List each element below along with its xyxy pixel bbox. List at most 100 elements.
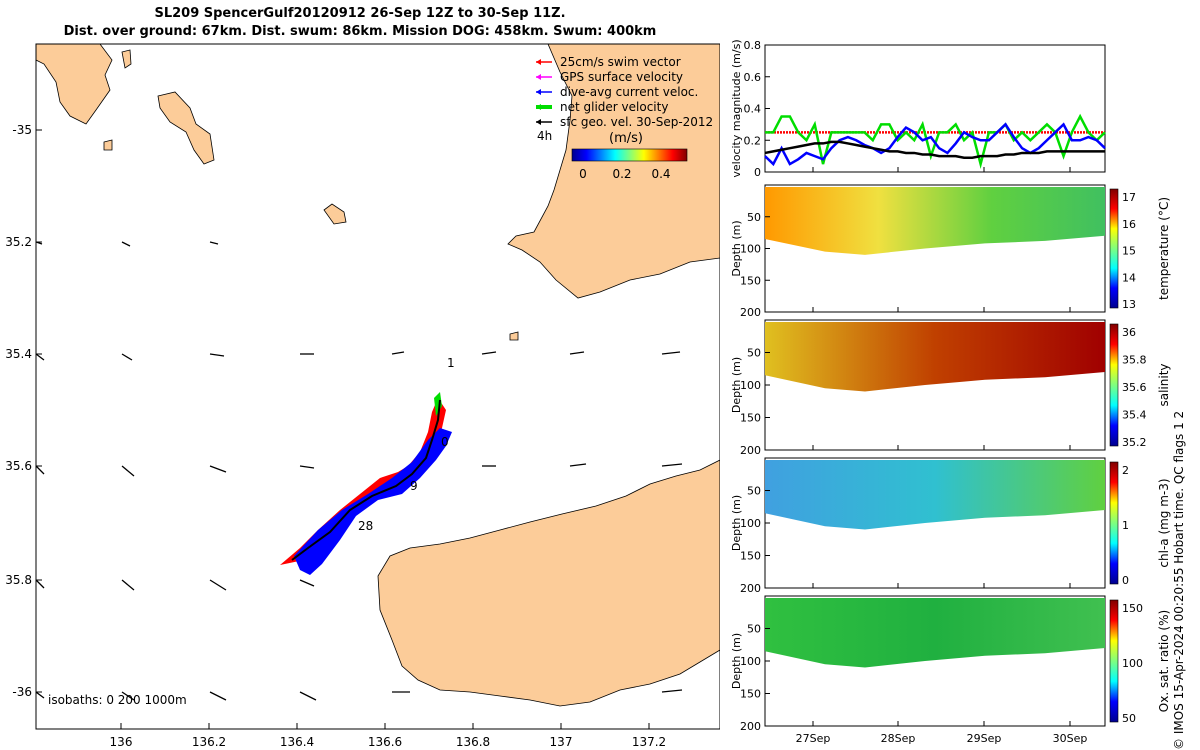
colorbar-tick: 16 xyxy=(1122,218,1136,231)
time-x-tick: 27Sep xyxy=(796,732,831,745)
profile-heatmap xyxy=(765,187,1105,255)
map-x-ticks: 136 136.2 136.4 136.6 136.8 137 137.2 xyxy=(110,723,666,749)
colorbar-tick: 0.4 xyxy=(651,167,670,181)
legend-arrow-icon xyxy=(536,104,541,110)
profile-panel: 50 100 150 200 Depth (m) 13 14 15 16 17 temperatur… xyxy=(730,184,1171,319)
legend-label: net glider velocity xyxy=(560,100,668,114)
colorbar-tick: 15 xyxy=(1122,245,1136,258)
colorbar-tick: 14 xyxy=(1122,271,1136,284)
profile-colorbar xyxy=(1109,188,1119,309)
land-kangaroo-island xyxy=(377,459,720,707)
profile-panel: 50 100 150 200 Depth (m) 35.2 35.4 35.6 35.8 36 sa… xyxy=(730,319,1171,457)
map-x-tick: 137.2 xyxy=(632,735,666,749)
glider-dive-avg-current xyxy=(294,428,452,575)
legend-arrow-icon xyxy=(536,59,541,65)
legend-arrow-icon xyxy=(536,89,541,95)
map-y-tick: -35 xyxy=(12,123,32,137)
colorbar-label: chl-a (mg m-3) xyxy=(1157,478,1171,567)
legend-label: dive-avg current veloc. xyxy=(560,85,698,99)
legend-label: sfc geo. vel. 30-Sep-2012 xyxy=(560,115,713,129)
depth-y-tick: 200 xyxy=(740,720,761,733)
depth-y-label: Depth (m) xyxy=(730,220,743,276)
map-y-tick: 35.6 xyxy=(5,459,32,473)
profile-heatmap xyxy=(765,460,1105,530)
map-x-tick: 136 xyxy=(110,735,133,749)
land-island-peninsula xyxy=(157,91,215,165)
colorbar-tick: 13 xyxy=(1122,298,1136,311)
footer-credit: © IMOS 15-Apr-2024 00:20:55 Hobart time.… xyxy=(1172,410,1186,750)
isobaths-label: isobaths: 0 200 1000m xyxy=(48,693,187,707)
colorbar-label: salinity xyxy=(1157,363,1171,406)
depth-y-tick: 100 xyxy=(740,379,761,392)
colorbar-label: temperature (°C) xyxy=(1157,197,1171,300)
depth-y-tick: 100 xyxy=(740,243,761,256)
depth-y-label: Depth (m) xyxy=(730,357,743,413)
colorbar-tick: 36 xyxy=(1122,326,1136,339)
velocity-y-label: velocity magnitude (m/s) xyxy=(730,39,743,177)
map-x-tick: 136.2 xyxy=(192,735,226,749)
land-yorke-peninsula xyxy=(507,44,720,299)
velocity-y-tick: 0 xyxy=(754,166,761,179)
glider-track xyxy=(291,399,441,561)
profile-colorbar xyxy=(1109,599,1119,723)
depth-y-tick: 200 xyxy=(740,444,761,457)
map-x-tick: 137 xyxy=(550,735,573,749)
colorbar-tick: 35.2 xyxy=(1122,436,1147,449)
time-x-tick: 30Sep xyxy=(1053,732,1088,745)
colorbar-tick: 17 xyxy=(1122,191,1136,204)
profile-heatmap xyxy=(765,322,1105,392)
velocity-series-line xyxy=(764,122,1106,167)
colorbar-tick: 1 xyxy=(1122,519,1129,532)
colorbar-label: Ox. sat. ratio (%) xyxy=(1157,610,1171,712)
colorbar-tick: 0.2 xyxy=(612,167,631,181)
profile-panel: 50 100 150 200 Depth (m) 0 1 2 chl-a (mg m-3) xyxy=(730,457,1171,595)
speed-label: 4h xyxy=(537,129,552,143)
map-x-tick: 136.8 xyxy=(456,735,490,749)
colorbar-tick: 100 xyxy=(1122,657,1143,670)
profile-colorbar xyxy=(1109,461,1119,585)
legend-label: 25cm/s swim vector xyxy=(560,55,681,69)
colorbar-tick: 2 xyxy=(1122,464,1129,477)
land-north-west xyxy=(36,44,113,125)
profile-heatmap xyxy=(765,598,1105,668)
depth-y-label: Depth (m) xyxy=(730,633,743,689)
depth-y-tick: 200 xyxy=(740,306,761,319)
colorbar-tick: 50 xyxy=(1122,712,1136,725)
colorbar-tick: 35.4 xyxy=(1122,409,1147,422)
map-y-ticks: -35 35.2 35.4 35.6 35.8 -36 xyxy=(5,123,42,699)
track-label-9: 9 xyxy=(410,479,418,493)
depth-y-tick: 50 xyxy=(747,211,761,224)
speed-colorbar xyxy=(571,148,688,162)
time-x-tick: 29Sep xyxy=(967,732,1002,745)
map-frame xyxy=(35,43,720,730)
colorbar-title: (m/s) xyxy=(609,131,643,146)
velocity-y-tick: 0.8 xyxy=(744,39,762,52)
track-label-28: 28 xyxy=(358,519,373,533)
chart-title: SL209 SpencerGulf20120912 26-Sep 12Z to … xyxy=(154,6,566,21)
glider-net-velocity xyxy=(434,392,442,416)
depth-y-label: Depth (m) xyxy=(730,495,743,551)
colorbar-tick: 0 xyxy=(1122,574,1129,587)
depth-y-tick: 150 xyxy=(740,274,761,287)
map-x-tick: 136.6 xyxy=(368,735,402,749)
map-y-tick: -36 xyxy=(12,685,32,699)
legend-arrow-icon xyxy=(536,74,541,80)
land-small-island-4 xyxy=(509,331,519,341)
speed-colorbar-ticks: 0 0.2 0.4 xyxy=(579,167,670,181)
map-y-tick: 35.4 xyxy=(5,347,32,361)
depth-y-tick: 150 xyxy=(740,688,761,701)
time-x-tick: 28Sep xyxy=(881,732,916,745)
colorbar-tick: 0 xyxy=(579,167,587,181)
map-x-tick: 136.4 xyxy=(280,735,314,749)
land-small-island-2 xyxy=(103,139,113,151)
colorbar-tick: 35.6 xyxy=(1122,381,1147,394)
depth-y-tick: 200 xyxy=(740,582,761,595)
depth-y-tick: 150 xyxy=(740,412,761,425)
depth-y-tick: 100 xyxy=(740,517,761,530)
profile-panel: 50 100 150 200 Depth (m) 50 100 150 Ox. sat. rat… xyxy=(730,595,1171,733)
track-label-0: 0 xyxy=(441,435,449,449)
depth-y-tick: 100 xyxy=(740,655,761,668)
depth-y-tick: 50 xyxy=(747,623,761,636)
